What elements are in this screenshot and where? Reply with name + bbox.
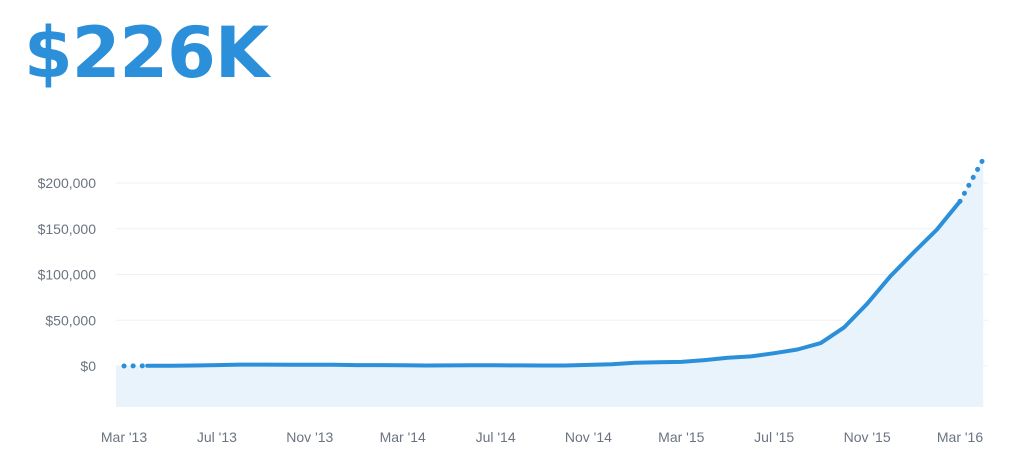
x-tick-label: Jul '14 <box>476 429 516 445</box>
x-tick-label: Nov '13 <box>286 429 333 445</box>
y-tick-label: $50,000 <box>45 312 96 328</box>
series-line <box>145 199 962 368</box>
x-tick-label: Mar '15 <box>658 429 704 445</box>
series-area <box>116 159 984 407</box>
x-tick-label: Jul '13 <box>197 429 237 445</box>
y-tick-label: $150,000 <box>38 221 97 237</box>
y-tick-label: $200,000 <box>38 175 97 191</box>
projected-segment <box>957 156 986 204</box>
x-tick-label: Mar '16 <box>937 429 983 445</box>
y-tick-label: $0 <box>80 358 96 374</box>
x-tick-label: Mar '13 <box>101 429 147 445</box>
y-tick-label: $100,000 <box>38 267 97 283</box>
x-tick-label: Nov '14 <box>565 429 612 445</box>
headline-value: $226K <box>24 12 269 94</box>
x-tick-label: Nov '15 <box>844 429 891 445</box>
x-tick-label: Mar '14 <box>380 429 426 445</box>
x-tick-label: Jul '15 <box>754 429 794 445</box>
